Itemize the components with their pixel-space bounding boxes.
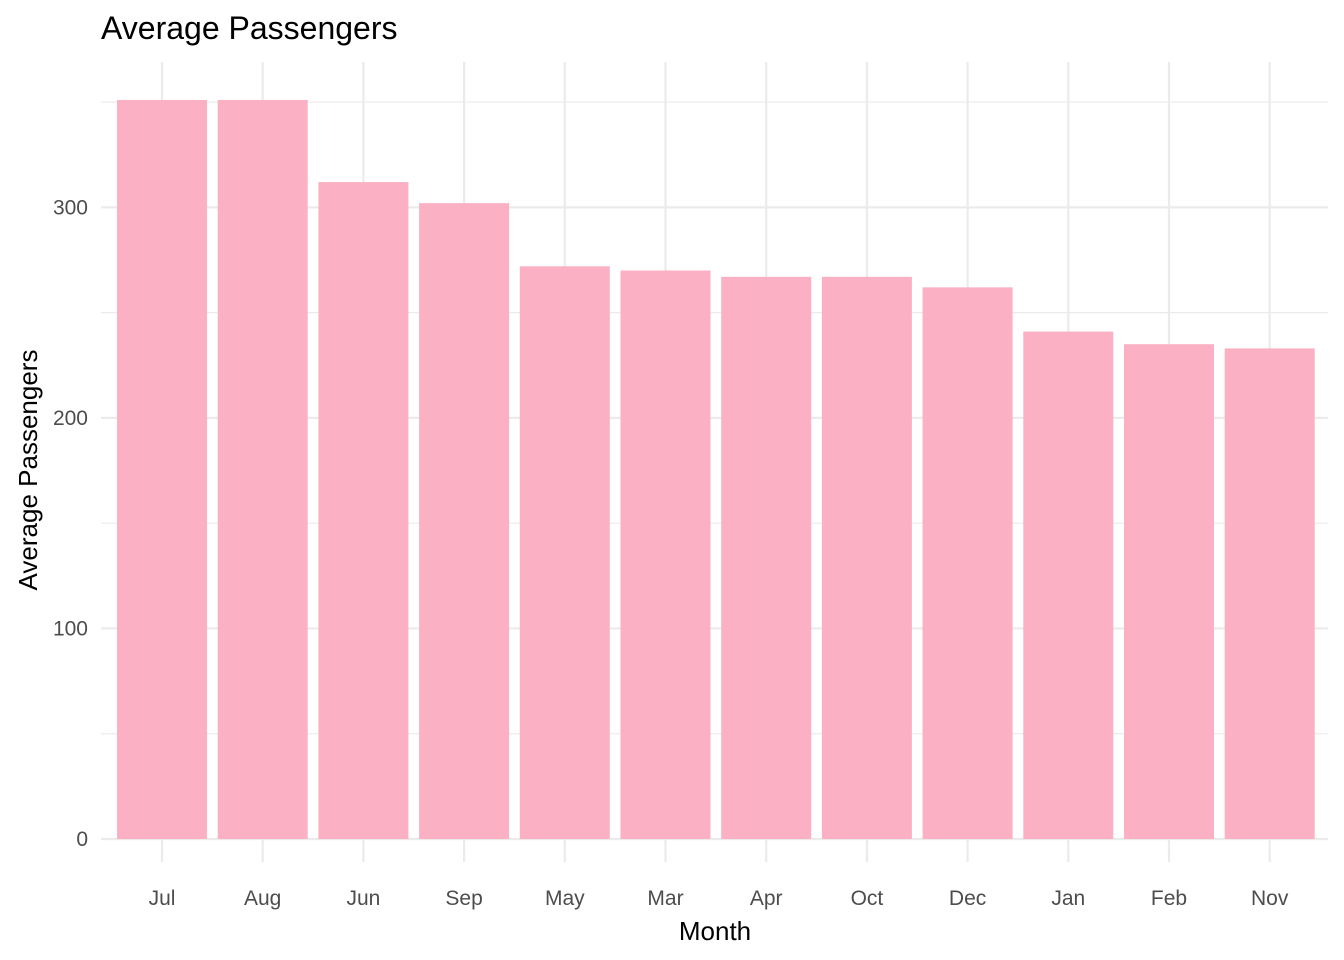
bar-jan: [1023, 331, 1114, 839]
y-tick-label: 300: [53, 196, 88, 219]
x-axis-ticks: Jul Aug Jun Sep May Mar Apr Oct Dec Jan Feb Nov: [149, 887, 1289, 910]
bar-nov: [1224, 348, 1315, 839]
bar-jun: [318, 182, 409, 840]
x-tick-label: Nov: [1251, 887, 1289, 910]
x-tick-label: Mar: [647, 887, 683, 910]
x-tick-label: Jan: [1051, 887, 1085, 910]
y-tick-label: 200: [53, 407, 88, 430]
x-axis-title: Month: [679, 916, 751, 946]
x-tick-label: Oct: [851, 887, 884, 910]
bar-jul: [117, 99, 207, 840]
bar-may: [519, 266, 610, 840]
y-tick-label: 0: [76, 828, 88, 851]
x-tick-label: Dec: [949, 887, 986, 910]
bar-apr: [721, 276, 812, 839]
bars: [117, 99, 1315, 840]
bar-aug: [217, 99, 308, 840]
y-axis-title: Average Passengers: [13, 350, 43, 591]
x-tick-label: May: [545, 887, 585, 910]
x-tick-label: Apr: [750, 887, 783, 910]
bar-dec: [922, 287, 1013, 839]
x-tick-label: Aug: [244, 887, 281, 910]
x-tick-label: Sep: [445, 887, 482, 910]
bar-oct: [821, 276, 912, 839]
bar-sep: [419, 203, 510, 839]
y-axis-ticks: 0 100 200 300: [53, 196, 88, 851]
y-tick-label: 100: [53, 617, 88, 640]
x-tick-label: Jul: [149, 887, 176, 910]
chart-title: Average Passengers: [101, 10, 397, 46]
bar-feb: [1124, 344, 1214, 839]
x-tick-label: Feb: [1151, 887, 1187, 910]
bar-mar: [620, 270, 711, 839]
x-tick-label: Jun: [346, 887, 380, 910]
